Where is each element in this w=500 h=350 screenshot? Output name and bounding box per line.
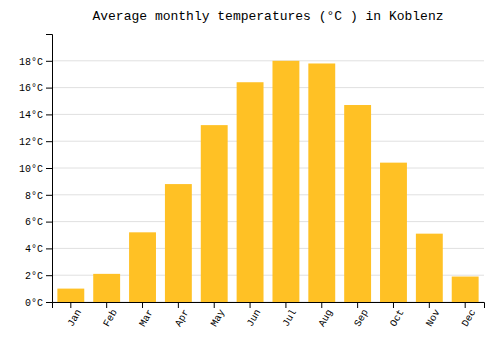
- axis-line: [46, 35, 53, 303]
- grid-line: [52, 87, 484, 88]
- tick-mark: [465, 302, 466, 308]
- tick: 4°C: [25, 244, 52, 255]
- tick: 8°C: [25, 191, 52, 202]
- tick: 18°C: [19, 57, 52, 68]
- tick-label: Sep: [352, 308, 371, 329]
- tick: Jan: [66, 302, 85, 329]
- tick-label: 0°C: [25, 298, 43, 309]
- tick-mark: [46, 195, 52, 196]
- tick-mark: [429, 302, 430, 308]
- tick-label: Oct: [388, 308, 407, 329]
- axis-line: [53, 303, 485, 309]
- tick: Aug: [316, 302, 335, 329]
- bar: [165, 184, 192, 302]
- tick-label: Mar: [137, 308, 156, 329]
- tick-mark: [142, 302, 143, 308]
- x-axis: Jan Feb Mar Apr May Jun Jul Aug Sep Oct Nov Dec: [53, 302, 485, 329]
- bar: [344, 105, 371, 302]
- bar: [452, 277, 479, 302]
- tick-label: Jul: [281, 308, 300, 329]
- tick: Jul: [281, 302, 300, 329]
- tick-mark: [250, 302, 251, 308]
- tick: Mar: [137, 302, 156, 329]
- tick-label: 6°C: [25, 217, 43, 228]
- tick: May: [209, 302, 228, 329]
- tick-label: Jan: [66, 308, 85, 329]
- grid-line: [52, 141, 484, 142]
- tick: Apr: [173, 302, 192, 329]
- tick: 10°C: [19, 164, 52, 175]
- tick-mark: [321, 302, 322, 308]
- tick-label: 8°C: [25, 191, 43, 202]
- bar: [416, 234, 443, 302]
- tick-mark: [46, 61, 52, 62]
- grid: [52, 61, 484, 302]
- tick: Dec: [460, 302, 479, 329]
- tick-label: 14°C: [19, 110, 43, 121]
- tick: 2°C: [25, 271, 52, 282]
- bar: [237, 82, 264, 302]
- plot-area: 0°C 2°C 4°C 6°C 8°C 10°C 12°C 14°C 16°C 18°C Jan Fe…: [19, 35, 485, 329]
- tick-mark: [285, 302, 286, 308]
- bar: [272, 61, 299, 302]
- bar: [129, 232, 156, 302]
- tick: 6°C: [25, 217, 52, 228]
- tick: Feb: [101, 302, 120, 329]
- tick-mark: [46, 275, 52, 276]
- grid-line: [52, 168, 484, 169]
- tick-mark: [393, 302, 394, 308]
- tick-mark: [46, 141, 52, 142]
- tick-label: 4°C: [25, 244, 43, 255]
- tick-label: Apr: [173, 308, 192, 329]
- bar: [93, 274, 120, 302]
- chart: 0°C 2°C 4°C 6°C 8°C 10°C 12°C 14°C 16°C 18°C Jan Fe…: [0, 0, 500, 350]
- tick-mark: [357, 302, 358, 308]
- tick-label: 18°C: [19, 57, 43, 68]
- grid-line: [52, 60, 484, 61]
- title: Average monthly temperatures (°C ) in Ko…: [92, 9, 443, 24]
- tick-mark: [106, 302, 107, 308]
- tick-mark: [46, 302, 52, 303]
- bar: [380, 163, 407, 302]
- grid-line: [52, 194, 484, 195]
- tick-label: 2°C: [25, 271, 43, 282]
- tick-mark: [214, 302, 215, 308]
- tick-mark: [46, 222, 52, 223]
- tick-label: 16°C: [19, 83, 43, 94]
- tick: Nov: [424, 302, 443, 329]
- bar: [308, 63, 335, 302]
- bar: [57, 289, 84, 302]
- tick: Oct: [388, 302, 407, 329]
- tick-label: Dec: [460, 308, 479, 329]
- tick-mark: [46, 114, 52, 115]
- tick-mark: [46, 168, 52, 169]
- grid-line: [52, 114, 484, 115]
- tick: Jun: [245, 302, 264, 329]
- tick-mark: [46, 248, 52, 249]
- bar: [201, 125, 228, 302]
- tick-mark: [178, 302, 179, 308]
- tick-label: Feb: [101, 308, 120, 329]
- tick: 0°C: [25, 298, 52, 309]
- tick: 12°C: [19, 137, 52, 148]
- tick: 14°C: [19, 110, 52, 121]
- tick: Sep: [352, 302, 371, 329]
- tick: 16°C: [19, 83, 52, 94]
- y-axis: 0°C 2°C 4°C 6°C 8°C 10°C 12°C 14°C 16°C 18°C: [19, 35, 53, 309]
- tick-label: Aug: [316, 308, 335, 329]
- tick-label: Nov: [424, 308, 443, 329]
- tick-label: Jun: [245, 308, 264, 329]
- bars: [57, 61, 478, 302]
- tick-label: 10°C: [19, 164, 43, 175]
- tick-mark: [70, 302, 71, 308]
- tick-label: 12°C: [19, 137, 43, 148]
- tick-label: May: [209, 308, 228, 329]
- grid-line: [52, 221, 484, 222]
- tick-mark: [46, 88, 52, 89]
